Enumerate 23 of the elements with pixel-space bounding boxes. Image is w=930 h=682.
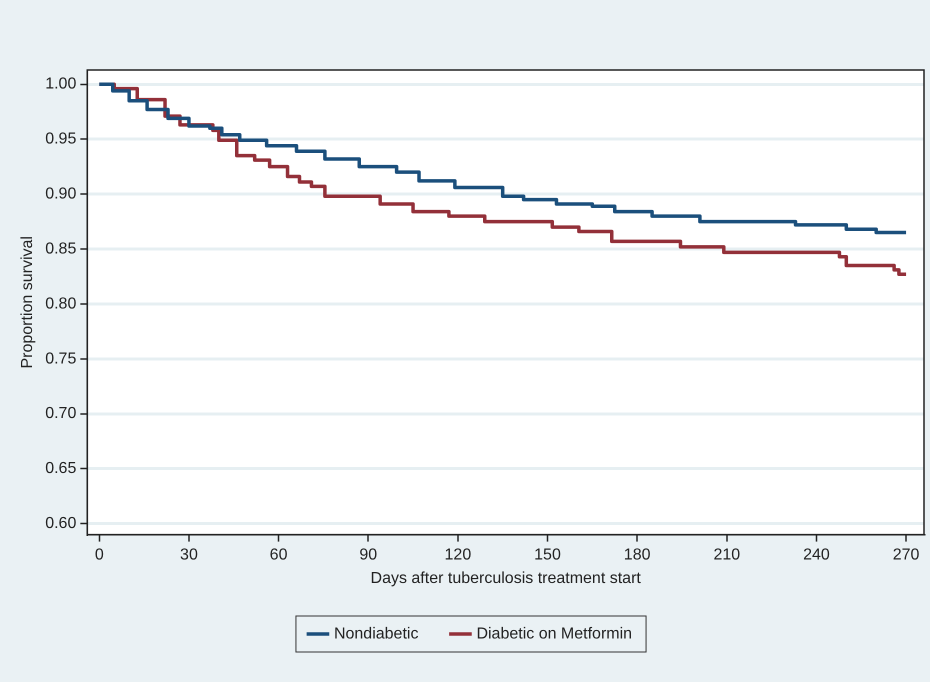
x-tick-label: 0	[94, 546, 104, 564]
legend-label: Diabetic on Metformin	[476, 625, 632, 642]
y-tick-label: 0.65	[45, 460, 76, 478]
x-tick-label: 150	[534, 546, 561, 564]
legend-label: Nondiabetic	[334, 625, 418, 642]
y-tick-label: 0.75	[45, 350, 76, 368]
x-tick-label: 270	[892, 546, 920, 564]
y-tick-label: 1.00	[45, 76, 76, 93]
x-tick-label: 90	[359, 546, 378, 564]
x-axis-title: Days after tuberculosis treatment start	[370, 570, 642, 587]
y-tick-label: 0.85	[45, 240, 76, 258]
x-tick-label: 210	[713, 546, 740, 564]
x-tick-label: 60	[270, 546, 288, 564]
y-tick-label: 0.95	[45, 130, 76, 148]
y-axis-title: Proportion survival	[19, 236, 36, 369]
x-tick-label: 120	[444, 546, 472, 564]
y-tick-label: 0.80	[45, 295, 76, 312]
x-tick-label: 240	[803, 546, 830, 564]
y-tick-label: 0.90	[45, 186, 76, 203]
y-tick-label: 0.60	[45, 515, 76, 532]
x-tick-label: 30	[180, 546, 198, 564]
y-tick-label: 0.70	[45, 405, 76, 422]
x-tick-label: 180	[624, 546, 651, 564]
